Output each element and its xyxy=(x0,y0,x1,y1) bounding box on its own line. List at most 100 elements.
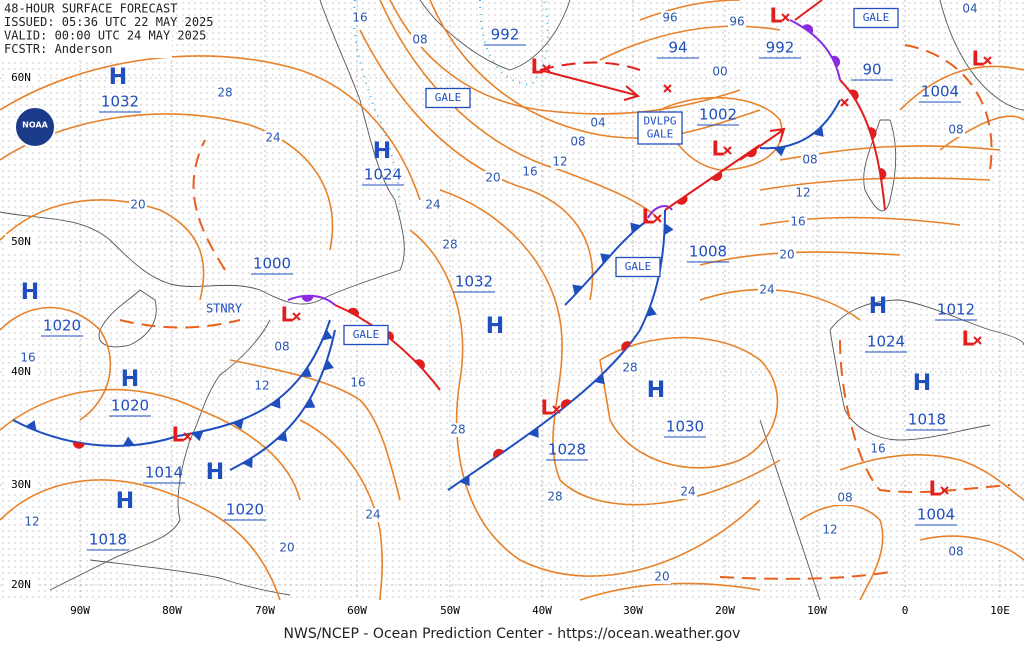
noaa-logo xyxy=(14,106,56,148)
front-pip xyxy=(664,223,674,236)
warning-box xyxy=(615,256,661,278)
isobar-label-bg xyxy=(947,545,965,559)
isobar-label-bg xyxy=(264,131,282,145)
isobar-label: 20 xyxy=(654,570,669,584)
front-pip xyxy=(347,307,359,317)
front-pip xyxy=(72,441,85,449)
isobar-label: 96 xyxy=(662,11,677,25)
graticule xyxy=(0,0,1024,600)
isobar-label-bg xyxy=(441,238,459,252)
low-symbol: L xyxy=(281,303,294,327)
isobar-label: 00 xyxy=(712,65,727,79)
front-pip xyxy=(594,373,605,385)
isobar-label: 20 xyxy=(779,248,794,262)
isobar-label: 08 xyxy=(948,123,963,137)
longitude-label: 50W xyxy=(440,604,460,617)
isobar-label-bg xyxy=(521,165,539,179)
motion-arrow xyxy=(739,127,786,161)
pressure-value: 1004 xyxy=(921,83,959,101)
isobar-label-bg xyxy=(449,423,467,437)
pressure-value: 992 xyxy=(766,39,795,57)
pressure-value: 1032 xyxy=(101,93,139,111)
isobar-label: 24 xyxy=(680,485,695,499)
front-pip xyxy=(232,418,244,430)
latitude-label: 20N xyxy=(11,578,31,591)
pressure-value: 1032 xyxy=(455,273,493,291)
longitude-label-box xyxy=(249,603,281,619)
warning-box xyxy=(343,324,389,346)
isobar-label-bg xyxy=(836,491,854,505)
front-pip xyxy=(572,284,583,295)
longitude-label-box xyxy=(617,603,649,619)
pressure-value: 1020 xyxy=(226,501,264,519)
isobar-label: 12 xyxy=(795,186,810,200)
motion-arrow xyxy=(539,69,641,101)
isobar-label: 04 xyxy=(962,2,977,16)
front-pip xyxy=(301,295,314,302)
isobar-label-bg xyxy=(778,248,796,262)
isobar-label: 08 xyxy=(802,153,817,167)
isobar-label-bg xyxy=(661,11,679,25)
isobar-label: 16 xyxy=(870,442,885,456)
front-pip xyxy=(191,431,204,442)
front-pip xyxy=(25,420,37,431)
latitude-label-box xyxy=(5,70,37,86)
front-pip xyxy=(831,55,841,68)
isobar-label-bg xyxy=(216,86,234,100)
high-symbol: H xyxy=(121,367,139,392)
isobar-label-bg xyxy=(569,135,587,149)
isobar-label: 24 xyxy=(265,131,280,145)
front-pip xyxy=(600,253,611,264)
isobar-label-bg xyxy=(278,541,296,555)
trough-front xyxy=(119,319,241,329)
low-symbol: L xyxy=(712,137,725,161)
warning-text: GALE xyxy=(435,91,462,104)
longitude-label-box xyxy=(156,603,188,619)
front-pip xyxy=(560,399,572,409)
cold-front xyxy=(759,99,841,150)
front-pip xyxy=(774,146,786,157)
front-pip xyxy=(879,168,887,181)
latitude-label: 60N xyxy=(11,71,31,84)
occluded-front xyxy=(647,205,673,219)
cold-front xyxy=(447,209,666,491)
high-symbol: H xyxy=(373,139,391,164)
low-center xyxy=(840,98,849,107)
pressure-value: 1030 xyxy=(666,418,704,436)
isobar-label-bg xyxy=(621,361,639,375)
front-pip xyxy=(300,366,312,377)
isobar-label: 08 xyxy=(412,33,427,47)
isobar-label: 12 xyxy=(24,515,39,529)
occluded-front xyxy=(789,19,841,81)
pressure-value: 1028 xyxy=(548,441,586,459)
front-pip xyxy=(630,222,641,234)
cold-front xyxy=(177,319,331,437)
high-symbol: H xyxy=(913,371,931,396)
isobar-label: 16 xyxy=(352,11,367,25)
isobar-label-bg xyxy=(484,171,502,185)
latitude-label-box xyxy=(5,577,37,593)
longitude-label: 60W xyxy=(347,604,367,617)
low-center xyxy=(983,56,992,65)
isobar-label-bg xyxy=(273,340,291,354)
header-line: FCSTR: Anderson xyxy=(4,42,112,56)
longitude-label-box xyxy=(709,603,741,619)
pressure-value: 1020 xyxy=(111,397,149,415)
longitude-label-box xyxy=(526,603,558,619)
latitude-label-box xyxy=(5,364,37,380)
low-symbol: L xyxy=(172,423,185,447)
isobar-label: 24 xyxy=(759,283,774,297)
isobar-label-bg xyxy=(869,442,887,456)
longitude-label: 10W xyxy=(807,604,827,617)
isobar-label-bg xyxy=(424,198,442,212)
header-box xyxy=(0,0,172,58)
isobar-label-bg xyxy=(679,485,697,499)
longitude-label-box xyxy=(341,603,373,619)
low-center xyxy=(552,405,561,414)
front-pip xyxy=(528,427,539,438)
isobar-label: 20 xyxy=(279,541,294,555)
front-pip xyxy=(270,397,281,409)
isobar-label: 20 xyxy=(485,171,500,185)
trough-front xyxy=(719,571,891,580)
